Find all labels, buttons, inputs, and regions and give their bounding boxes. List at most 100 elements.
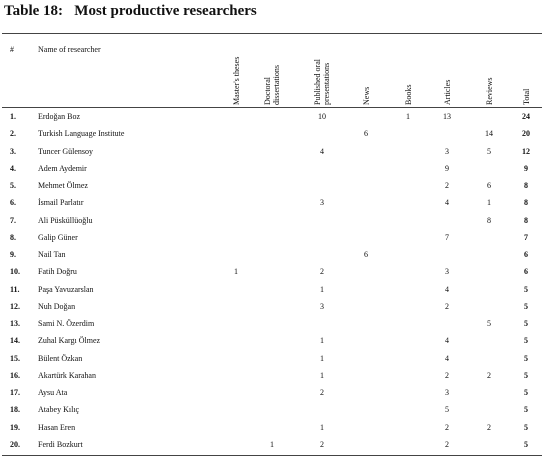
row-number: 7. xyxy=(10,215,16,225)
researcher-name: Sami N. Özerdim xyxy=(38,319,95,328)
total-cell: 9 xyxy=(524,163,528,173)
row-number: 3. xyxy=(10,146,16,156)
count-cell: 5 xyxy=(445,405,449,415)
row-number: 6. xyxy=(10,198,16,208)
count-cell: 2 xyxy=(445,370,449,380)
row-number: 12. xyxy=(10,301,20,311)
count-cell: 5 xyxy=(487,146,491,156)
column-header: Total xyxy=(521,88,531,105)
column-header: Articles xyxy=(442,79,452,105)
count-cell: 1 xyxy=(320,336,324,346)
column-header: Name of researcher xyxy=(38,45,101,54)
total-cell: 5 xyxy=(524,405,528,415)
row-number: 1. xyxy=(10,112,16,121)
count-cell: 2 xyxy=(445,422,449,432)
researcher-name: Galip Güner xyxy=(38,232,78,242)
total-cell: 5 xyxy=(524,353,528,363)
researcher-name: Akartürk Karahan xyxy=(38,370,96,380)
researcher-name: Erdoğan Boz xyxy=(38,112,80,121)
researcher-name: Mehmet Ölmez xyxy=(38,181,88,190)
total-cell: 5 xyxy=(524,370,528,380)
count-cell: 3 xyxy=(445,388,449,397)
researcher-name: Nuh Doğan xyxy=(38,301,76,311)
count-cell: 2 xyxy=(445,301,449,311)
count-cell: 3 xyxy=(445,146,449,156)
researcher-name: Hasan Eren xyxy=(38,422,76,432)
count-cell: 3 xyxy=(445,267,449,277)
count-cell: 4 xyxy=(445,198,449,208)
total-cell: 8 xyxy=(524,181,528,190)
count-cell: 4 xyxy=(445,336,449,346)
top-rule xyxy=(2,33,542,34)
count-cell: 7 xyxy=(445,232,449,242)
researcher-name: Ferdi Bozkurt xyxy=(38,439,83,449)
researcher-name: Atabey Kılıç xyxy=(38,405,80,415)
researcher-name: Bülent Özkan xyxy=(38,353,83,363)
total-cell: 12 xyxy=(522,146,530,156)
count-cell: 1 xyxy=(320,353,324,363)
total-cell: 5 xyxy=(524,439,528,449)
header-rule xyxy=(2,107,542,108)
row-number: 18. xyxy=(10,405,20,415)
row-number: 11. xyxy=(10,284,20,294)
row-number: 9. xyxy=(10,250,16,259)
count-cell: 3 xyxy=(320,198,324,208)
count-cell: 1 xyxy=(234,267,238,277)
column-header: Books xyxy=(403,84,413,105)
count-cell: 6 xyxy=(364,129,368,139)
researcher-name: Adem Aydemir xyxy=(38,163,87,173)
count-cell: 4 xyxy=(320,146,324,156)
researcher-name: Nail Tan xyxy=(38,250,66,259)
row-number: 2. xyxy=(10,129,16,139)
total-cell: 8 xyxy=(524,198,528,208)
count-cell: 4 xyxy=(445,284,449,294)
researcher-name: Turkish Language Institute xyxy=(38,129,125,139)
researcher-name: Paşa Yavuzarslan xyxy=(38,284,94,294)
count-cell: 2 xyxy=(487,370,491,380)
row-number: 15. xyxy=(10,353,20,363)
count-cell: 1 xyxy=(320,370,324,380)
total-cell: 5 xyxy=(524,388,528,397)
count-cell: 3 xyxy=(320,301,324,311)
total-cell: 5 xyxy=(524,301,528,311)
count-cell: 1 xyxy=(320,284,324,294)
total-cell: 5 xyxy=(524,319,528,328)
researcher-name: Fatih Doğru xyxy=(38,267,77,277)
count-cell: 1 xyxy=(487,198,491,208)
total-cell: 6 xyxy=(524,267,528,277)
row-number: 5. xyxy=(10,181,16,190)
count-cell: 13 xyxy=(443,112,451,121)
row-number: 17. xyxy=(10,388,20,397)
column-header: Reviews xyxy=(484,77,494,105)
count-cell: 1 xyxy=(406,112,410,121)
total-cell: 6 xyxy=(524,250,528,259)
column-header: # xyxy=(10,45,14,54)
count-cell: 2 xyxy=(320,439,324,449)
total-cell: 5 xyxy=(524,336,528,346)
total-cell: 8 xyxy=(524,215,528,225)
count-cell: 2 xyxy=(445,181,449,190)
total-cell: 5 xyxy=(524,284,528,294)
column-header: Doctoral dissertations xyxy=(263,65,281,105)
researcher-name: Ali Püsküllüoğlu xyxy=(38,215,93,225)
count-cell: 4 xyxy=(445,353,449,363)
total-cell: 24 xyxy=(522,112,530,121)
row-number: 16. xyxy=(10,370,20,380)
bottom-rule xyxy=(2,455,542,456)
researcher-name: Aysu Ata xyxy=(38,388,68,397)
count-cell: 6 xyxy=(487,181,491,190)
row-number: 13. xyxy=(10,319,20,328)
total-cell: 5 xyxy=(524,422,528,432)
table-title: Table 18: Most productive researchers xyxy=(4,3,257,19)
count-cell: 2 xyxy=(487,422,491,432)
column-header: Published oral presentations xyxy=(313,59,331,105)
row-number: 14. xyxy=(10,336,20,346)
count-cell: 5 xyxy=(487,319,491,328)
row-number: 19. xyxy=(10,422,20,432)
count-cell: 2 xyxy=(445,439,449,449)
row-number: 10. xyxy=(10,267,20,277)
column-header: News xyxy=(361,86,371,105)
count-cell: 14 xyxy=(485,129,493,139)
count-cell: 1 xyxy=(320,422,324,432)
